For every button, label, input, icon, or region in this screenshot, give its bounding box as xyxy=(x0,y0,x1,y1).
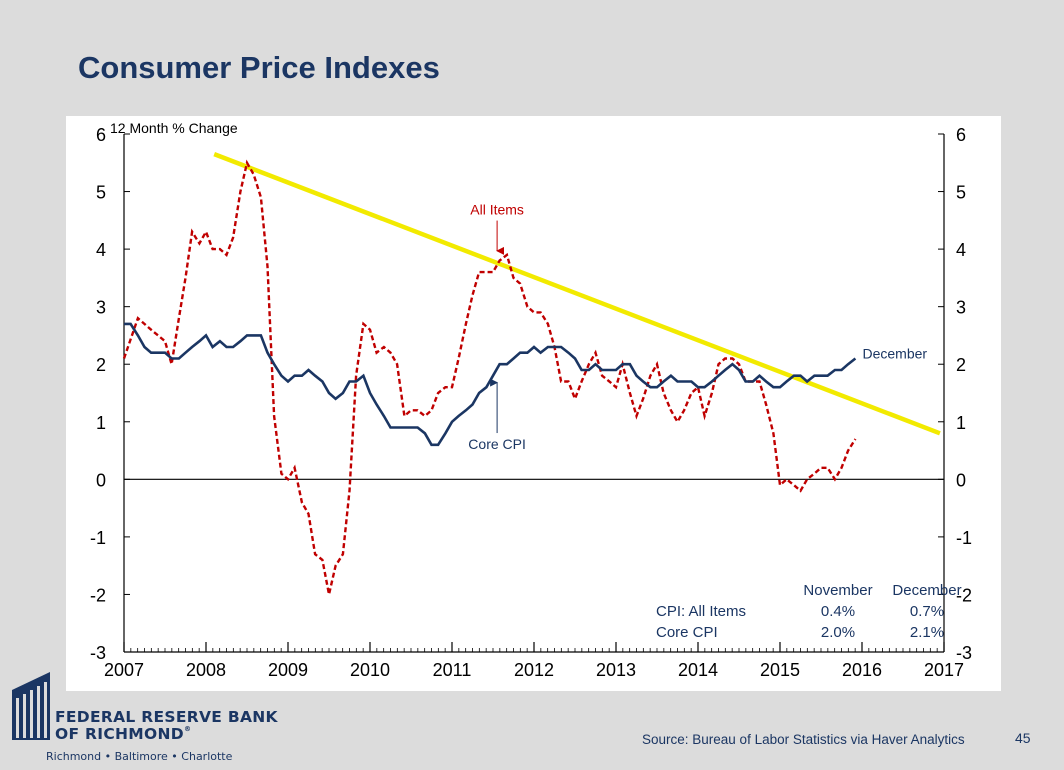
y-tick-label-right: 2 xyxy=(956,355,966,375)
core-cpi-line xyxy=(124,322,857,447)
y-tick-label-right: -1 xyxy=(956,528,972,548)
y-tick-label-right: -3 xyxy=(956,643,972,663)
x-tick-label: 2008 xyxy=(186,660,226,680)
source-note: Source: Bureau of Labor Statistics via H… xyxy=(642,732,965,747)
y-tick-label-left: -3 xyxy=(90,643,106,663)
logo-name-line2-text: OF RICHMOND xyxy=(55,725,184,743)
x-tick-label: 2013 xyxy=(596,660,636,680)
december-label: December xyxy=(863,345,928,361)
y-tick-label-right: 5 xyxy=(956,183,966,203)
table-header-november: November xyxy=(803,582,872,599)
table-cell-december: 0.7% xyxy=(910,603,944,620)
x-tick-label: 2016 xyxy=(842,660,882,680)
x-tick-label: 2015 xyxy=(760,660,800,680)
table-cell-november: 2.0% xyxy=(821,624,855,641)
table-row-label: Core CPI xyxy=(656,624,718,641)
table-cell-december: 2.1% xyxy=(910,624,944,641)
all-items-line xyxy=(122,159,857,595)
x-tick-label: 2012 xyxy=(514,660,554,680)
core-cpi-label: Core CPI xyxy=(468,436,526,452)
y-tick-label-right: 0 xyxy=(956,470,966,490)
y-tick-label-left: 3 xyxy=(96,298,106,318)
y-tick-label-left: 4 xyxy=(96,240,106,260)
x-tick-label: 2010 xyxy=(350,660,390,680)
table-header-december: December xyxy=(892,582,961,599)
y-tick-label-right: 6 xyxy=(956,125,966,145)
table-cell-november: 0.4% xyxy=(821,603,855,620)
y-axis-label: 12 Month % Change xyxy=(110,120,238,136)
y-tick-label-right: -2 xyxy=(956,585,972,605)
x-tick-label: 2017 xyxy=(924,660,964,680)
y-tick-label-left: 2 xyxy=(96,355,106,375)
logo-trademark: ® xyxy=(183,725,192,733)
x-tick-label: 2014 xyxy=(678,660,718,680)
fed-richmond-logo-mark xyxy=(12,672,50,740)
y-tick-label-right: 3 xyxy=(956,298,966,318)
logo-name-line2: OF RICHMOND® xyxy=(55,725,191,743)
trend-line xyxy=(213,152,941,436)
y-tick-label-left: -2 xyxy=(90,585,106,605)
y-tick-label-left: 6 xyxy=(96,125,106,145)
slide-title: Consumer Price Indexes xyxy=(78,50,440,85)
all-items-label: All Items xyxy=(470,202,524,218)
logo-cities: Richmond • Baltimore • Charlotte xyxy=(46,750,233,763)
y-tick-label-left: 1 xyxy=(96,413,106,433)
x-tick-label: 2011 xyxy=(433,660,472,680)
y-tick-label-right: 1 xyxy=(956,413,966,433)
fed-richmond-logo: FEDERAL RESERVE BANK OF RICHMOND® Richmo… xyxy=(10,668,278,768)
y-tick-label-right: 4 xyxy=(956,240,966,260)
x-tick-label: 2007 xyxy=(104,660,144,680)
y-tick-label-left: -1 xyxy=(90,528,106,548)
y-tick-label-left: 0 xyxy=(96,470,106,490)
table-row-label: CPI: All Items xyxy=(656,603,746,620)
y-tick-label-left: 5 xyxy=(96,183,106,203)
chart-panel: 6 6 5 5 4 4 3 3 2 2 1 1 0 0 -1 -1 -2 -2 -3 -3 2007 2008 2009 20… xyxy=(66,116,1001,691)
page-number: 45 xyxy=(1015,730,1031,746)
x-tick-label: 2009 xyxy=(268,660,308,680)
logo-name-line1: FEDERAL RESERVE BANK xyxy=(55,708,278,726)
